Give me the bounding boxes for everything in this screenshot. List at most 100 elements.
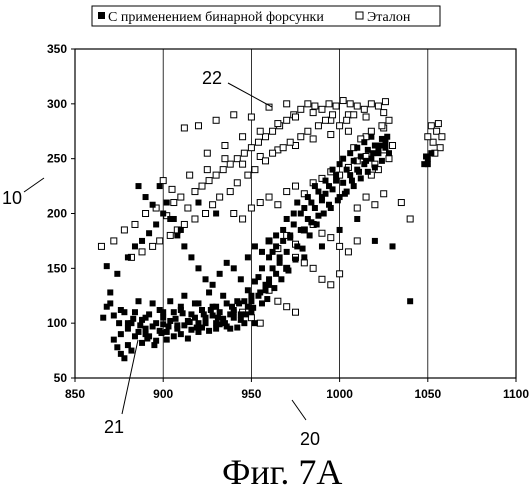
binary-point — [206, 328, 212, 334]
binary-point — [270, 265, 276, 271]
binary-point — [255, 274, 261, 280]
binary-point — [322, 191, 328, 197]
reference-point — [257, 200, 263, 206]
binary-point — [229, 304, 235, 310]
binary-point — [301, 205, 307, 211]
binary-point — [291, 221, 297, 227]
binary-point — [356, 169, 362, 175]
binary-point — [136, 329, 142, 335]
binary-point — [238, 311, 244, 317]
reference-point — [328, 282, 334, 288]
binary-point — [307, 232, 313, 238]
reference-point — [305, 101, 311, 107]
binary-point — [150, 202, 156, 208]
reference-point — [382, 99, 388, 105]
binary-point — [111, 312, 117, 318]
reference-point — [185, 205, 191, 211]
reference-point — [381, 110, 387, 116]
binary-point — [319, 197, 325, 203]
binary-point — [114, 344, 120, 350]
reference-point — [340, 98, 346, 104]
binary-point — [298, 211, 304, 217]
binary-point — [301, 254, 307, 260]
binary-point — [118, 331, 124, 337]
binary-point — [143, 326, 149, 332]
reference-point — [169, 186, 175, 192]
reference-point — [213, 172, 219, 178]
binary-point — [277, 260, 283, 266]
reference-point — [240, 216, 246, 222]
binary-point — [248, 293, 254, 299]
reference-point — [372, 202, 378, 208]
reference-point — [150, 243, 156, 249]
binary-point — [111, 337, 117, 343]
legend-marker-filled — [98, 12, 105, 19]
binary-point — [312, 205, 318, 211]
binary-point — [351, 183, 357, 189]
binary-point — [125, 320, 131, 326]
reference-point — [351, 112, 357, 118]
binary-point — [335, 197, 341, 203]
binary-point — [245, 287, 251, 293]
binary-point — [231, 309, 237, 315]
binary-point — [203, 276, 209, 282]
binary-point — [372, 238, 378, 244]
binary-point — [337, 161, 343, 167]
reference-point — [203, 211, 209, 217]
binary-point — [121, 355, 127, 361]
binary-point — [215, 315, 221, 321]
reference-point — [284, 101, 290, 107]
reference-point — [347, 101, 353, 107]
reference-point — [227, 189, 233, 195]
reference-point — [354, 205, 360, 211]
callout-20: 20 — [292, 400, 320, 449]
binary-point — [136, 183, 142, 189]
reference-point — [425, 134, 431, 140]
binary-point — [158, 330, 164, 336]
reference-point — [241, 150, 247, 156]
reference-point — [328, 132, 334, 138]
binary-point — [330, 186, 336, 192]
binary-point — [278, 276, 284, 282]
binary-point — [354, 145, 360, 151]
reference-point — [275, 298, 281, 304]
reference-point — [181, 125, 187, 131]
reference-point — [157, 238, 163, 244]
reference-point — [344, 117, 350, 123]
binary-point — [178, 227, 184, 233]
binary-point — [257, 289, 263, 295]
reference-point — [368, 128, 374, 134]
y-tick-label: 100 — [47, 316, 67, 330]
binary-point — [382, 145, 388, 151]
binary-point — [271, 285, 277, 291]
binary-point — [150, 300, 156, 306]
binary-point — [354, 216, 360, 222]
binary-point — [178, 331, 184, 337]
reference-point — [398, 200, 404, 206]
binary-point — [165, 323, 171, 329]
binary-point — [217, 309, 223, 315]
reference-point — [293, 114, 299, 120]
y-tick-label: 50 — [54, 371, 68, 385]
binary-point — [114, 271, 120, 277]
y-tick-label: 350 — [47, 42, 67, 56]
binary-point — [157, 183, 163, 189]
binary-point — [208, 307, 214, 313]
binary-point — [273, 271, 279, 277]
figure-caption: Фиг. 7A — [222, 452, 342, 492]
reference-point — [435, 121, 441, 127]
binary-point — [382, 139, 388, 145]
reference-point — [354, 238, 360, 244]
callout-20-leader — [292, 400, 306, 420]
reference-point — [328, 235, 334, 241]
binary-point — [171, 309, 177, 315]
binary-point — [312, 183, 318, 189]
x-tick-label: 900 — [153, 387, 173, 401]
binary-point — [287, 235, 293, 241]
reference-point — [284, 117, 290, 123]
x-tick-label: 1050 — [414, 387, 441, 401]
reference-point — [257, 128, 263, 134]
binary-point — [116, 320, 122, 326]
reference-point — [206, 178, 212, 184]
